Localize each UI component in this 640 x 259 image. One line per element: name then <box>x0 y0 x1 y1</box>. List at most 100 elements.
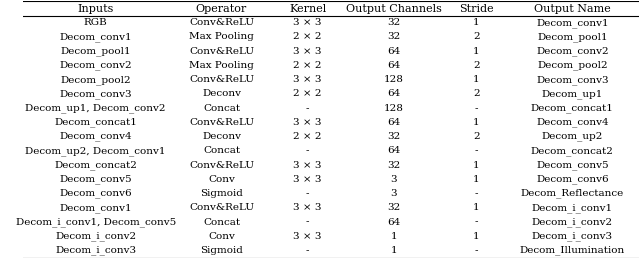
Text: Output Name: Output Name <box>534 4 611 13</box>
Text: 1: 1 <box>473 232 480 241</box>
Text: 2: 2 <box>473 132 480 141</box>
Text: Concat: Concat <box>203 146 240 155</box>
Text: 1: 1 <box>473 47 480 56</box>
Text: -: - <box>306 189 309 198</box>
Text: Decom_i_conv3: Decom_i_conv3 <box>532 231 613 241</box>
Text: 64: 64 <box>387 146 400 155</box>
Text: Decom_up1, Decom_conv2: Decom_up1, Decom_conv2 <box>26 103 166 113</box>
Text: Sigmoid: Sigmoid <box>200 189 243 198</box>
Text: Decom_conv3: Decom_conv3 <box>536 75 609 84</box>
Text: 32: 32 <box>387 161 400 170</box>
Text: 2: 2 <box>473 89 480 98</box>
Text: 64: 64 <box>387 118 400 127</box>
Text: Decom_i_conv2: Decom_i_conv2 <box>532 217 613 227</box>
Text: Decom_concat2: Decom_concat2 <box>54 160 137 170</box>
Text: Sigmoid: Sigmoid <box>200 246 243 255</box>
Text: 1: 1 <box>473 118 480 127</box>
Text: Deconv: Deconv <box>202 132 241 141</box>
Text: Conv&ReLU: Conv&ReLU <box>189 118 254 127</box>
Text: 1: 1 <box>473 203 480 212</box>
Text: 2 × 2: 2 × 2 <box>293 32 322 41</box>
Text: Max Pooling: Max Pooling <box>189 61 254 70</box>
Text: Decom_pool2: Decom_pool2 <box>537 61 608 70</box>
Text: Decom_conv5: Decom_conv5 <box>60 175 132 184</box>
Text: -: - <box>475 246 478 255</box>
Text: 3 × 3: 3 × 3 <box>293 161 322 170</box>
Text: Conv&ReLU: Conv&ReLU <box>189 161 254 170</box>
Text: 64: 64 <box>387 61 400 70</box>
Text: Inputs: Inputs <box>77 4 114 13</box>
Text: 1: 1 <box>473 75 480 84</box>
Text: Decom_conv3: Decom_conv3 <box>60 89 132 99</box>
Text: 3 × 3: 3 × 3 <box>293 18 322 27</box>
Text: 128: 128 <box>384 104 404 113</box>
Text: 128: 128 <box>384 75 404 84</box>
Text: 3: 3 <box>390 189 397 198</box>
Text: 2 × 2: 2 × 2 <box>293 89 322 98</box>
Text: Decom_conv2: Decom_conv2 <box>60 61 132 70</box>
Text: Stride: Stride <box>459 4 493 13</box>
Text: Kernel: Kernel <box>289 4 326 13</box>
Text: 1: 1 <box>390 246 397 255</box>
Text: RGB: RGB <box>84 18 108 27</box>
Text: 2 × 2: 2 × 2 <box>293 61 322 70</box>
Text: Decom_conv1: Decom_conv1 <box>60 203 132 213</box>
Text: Decom_conv4: Decom_conv4 <box>60 132 132 141</box>
Text: Decom_i_conv3: Decom_i_conv3 <box>55 246 136 255</box>
Text: 32: 32 <box>387 18 400 27</box>
Text: Decom_up2, Decom_conv1: Decom_up2, Decom_conv1 <box>26 146 166 156</box>
Text: Decom_up2: Decom_up2 <box>541 132 603 141</box>
Text: 2: 2 <box>473 61 480 70</box>
Text: Decom_pool2: Decom_pool2 <box>60 75 131 84</box>
Text: 32: 32 <box>387 132 400 141</box>
Text: 1: 1 <box>473 161 480 170</box>
Text: -: - <box>306 246 309 255</box>
Text: -: - <box>475 218 478 227</box>
Text: 2 × 2: 2 × 2 <box>293 132 322 141</box>
Text: Max Pooling: Max Pooling <box>189 32 254 41</box>
Text: 32: 32 <box>387 203 400 212</box>
Text: 3 × 3: 3 × 3 <box>293 203 322 212</box>
Text: Decom_conv1: Decom_conv1 <box>60 32 132 42</box>
Text: 3 × 3: 3 × 3 <box>293 232 322 241</box>
Text: Output Channels: Output Channels <box>346 4 442 13</box>
Text: 1: 1 <box>473 175 480 184</box>
Text: -: - <box>475 104 478 113</box>
Text: Decom_concat1: Decom_concat1 <box>531 103 614 113</box>
Text: Conv: Conv <box>208 232 235 241</box>
Text: Conv&ReLU: Conv&ReLU <box>189 18 254 27</box>
Text: 64: 64 <box>387 218 400 227</box>
Text: 1: 1 <box>390 232 397 241</box>
Text: -: - <box>306 146 309 155</box>
Text: Decom_pool1: Decom_pool1 <box>537 32 608 42</box>
Text: Decom_Reflectance: Decom_Reflectance <box>521 189 624 198</box>
Text: 64: 64 <box>387 89 400 98</box>
Text: 3 × 3: 3 × 3 <box>293 47 322 56</box>
Text: Decom_Illumination: Decom_Illumination <box>520 246 625 255</box>
Text: Conv&ReLU: Conv&ReLU <box>189 203 254 212</box>
Text: Decom_i_conv1: Decom_i_conv1 <box>532 203 613 213</box>
Text: 32: 32 <box>387 32 400 41</box>
Text: Decom_conv4: Decom_conv4 <box>536 118 609 127</box>
Text: 2: 2 <box>473 32 480 41</box>
Text: Operator: Operator <box>196 4 247 13</box>
Text: Decom_conv1: Decom_conv1 <box>536 18 609 28</box>
Text: -: - <box>306 218 309 227</box>
Text: Decom_up1: Decom_up1 <box>541 89 603 99</box>
Text: Decom_pool1: Decom_pool1 <box>60 46 131 56</box>
Text: Concat: Concat <box>203 104 240 113</box>
Text: Decom_i_conv2: Decom_i_conv2 <box>55 231 136 241</box>
Text: Conv: Conv <box>208 175 235 184</box>
Text: -: - <box>475 189 478 198</box>
Text: -: - <box>475 146 478 155</box>
Text: Decom_i_conv1, Decom_conv5: Decom_i_conv1, Decom_conv5 <box>15 217 176 227</box>
Text: Decom_conv6: Decom_conv6 <box>536 175 609 184</box>
Text: Deconv: Deconv <box>202 89 241 98</box>
Text: 3 × 3: 3 × 3 <box>293 75 322 84</box>
Text: 64: 64 <box>387 47 400 56</box>
Text: 3 × 3: 3 × 3 <box>293 118 322 127</box>
Text: 1: 1 <box>473 18 480 27</box>
Text: Conv&ReLU: Conv&ReLU <box>189 47 254 56</box>
Text: Conv&ReLU: Conv&ReLU <box>189 75 254 84</box>
Text: 3: 3 <box>390 175 397 184</box>
